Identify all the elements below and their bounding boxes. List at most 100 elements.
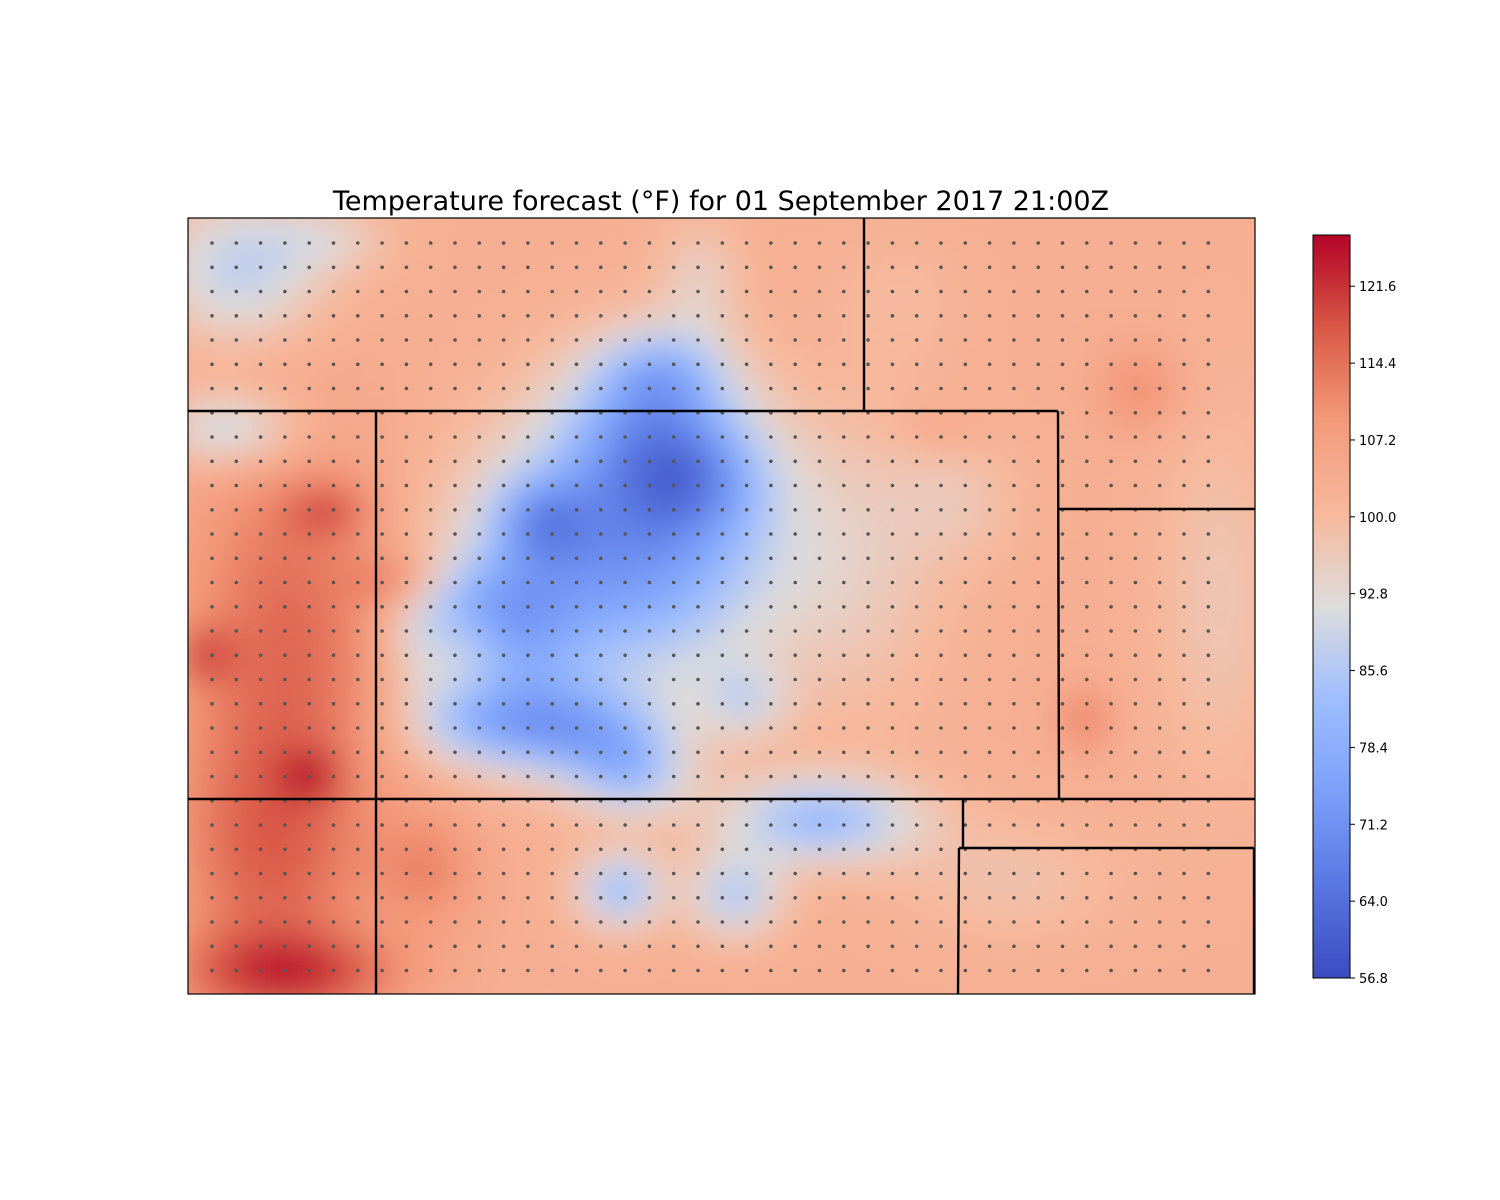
station-dot xyxy=(210,654,214,658)
station-dot xyxy=(1182,411,1186,415)
temperature-cell xyxy=(1244,378,1261,395)
station-dot xyxy=(210,241,214,245)
temperature-cell xyxy=(412,554,429,571)
temperature-cell xyxy=(508,586,525,603)
station-dot xyxy=(939,726,943,730)
station-dot xyxy=(380,460,384,464)
temperature-cell xyxy=(412,362,429,379)
temperature-cell xyxy=(604,666,621,683)
temperature-cell xyxy=(1132,874,1149,891)
temperature-cell xyxy=(364,490,381,507)
temperature-cell xyxy=(220,874,237,891)
temperature-cell xyxy=(652,442,669,459)
station-dot xyxy=(1036,581,1040,585)
station-dot xyxy=(332,678,336,682)
temperature-cell xyxy=(876,410,893,427)
temperature-cell xyxy=(956,698,973,715)
temperature-cell xyxy=(1020,746,1037,763)
temperature-cell xyxy=(1196,906,1213,923)
station-dot xyxy=(235,969,239,973)
temperature-cell xyxy=(268,346,285,363)
temperature-cell xyxy=(380,346,397,363)
station-dot xyxy=(259,896,263,900)
station-dot xyxy=(307,266,311,270)
temperature-cell xyxy=(828,586,845,603)
temperature-cell xyxy=(1116,378,1133,395)
temperature-cell xyxy=(844,554,861,571)
temperature-cell xyxy=(1068,218,1085,235)
temperature-cell xyxy=(1196,458,1213,475)
station-dot xyxy=(745,702,749,706)
temperature-cell xyxy=(588,666,605,683)
temperature-cell xyxy=(428,1002,445,1019)
temperature-cell xyxy=(492,298,509,315)
temperature-cell xyxy=(636,922,653,939)
temperature-cell xyxy=(524,586,541,603)
temperature-cell xyxy=(620,794,637,811)
station-dot xyxy=(1061,678,1065,682)
station-dot xyxy=(623,435,627,439)
station-dot xyxy=(478,557,482,561)
temperature-cell xyxy=(1116,730,1133,747)
temperature-cell xyxy=(508,634,525,651)
temperature-cell xyxy=(508,794,525,811)
station-dot xyxy=(672,557,676,561)
temperature-cell xyxy=(908,922,925,939)
temperature-cell xyxy=(764,218,781,235)
temperature-cell xyxy=(812,730,829,747)
temperature-cell xyxy=(1020,874,1037,891)
temperature-cell xyxy=(284,282,301,299)
temperature-cell xyxy=(332,698,349,715)
temperature-cell xyxy=(1100,602,1117,619)
station-dot xyxy=(235,702,239,706)
temperature-cell xyxy=(700,730,717,747)
temperature-cell xyxy=(572,650,589,667)
station-dot xyxy=(429,557,433,561)
temperature-cell xyxy=(1196,730,1213,747)
temperature-cell xyxy=(684,778,701,795)
temperature-cell xyxy=(572,378,589,395)
temperature-cell xyxy=(652,554,669,571)
station-dot xyxy=(1061,920,1065,924)
temperature-cell xyxy=(620,474,637,491)
station-dot xyxy=(721,241,725,245)
station-dot xyxy=(550,605,554,609)
temperature-cell xyxy=(316,938,333,955)
temperature-cell xyxy=(252,218,269,235)
temperature-cell xyxy=(172,714,189,731)
station-dot xyxy=(1012,484,1016,488)
temperature-cell xyxy=(1180,618,1197,635)
temperature-cell xyxy=(924,842,941,859)
temperature-cell xyxy=(1180,634,1197,651)
temperature-cell xyxy=(236,826,253,843)
temperature-cell xyxy=(876,650,893,667)
station-dot xyxy=(866,532,870,536)
station-dot xyxy=(623,290,627,294)
station-dot xyxy=(1207,872,1211,876)
temperature-cell xyxy=(1164,890,1181,907)
temperature-cell xyxy=(604,922,621,939)
temperature-cell xyxy=(1068,938,1085,955)
station-dot xyxy=(283,823,287,827)
temperature-cell xyxy=(668,650,685,667)
temperature-cell xyxy=(188,266,205,283)
temperature-cell xyxy=(476,218,493,235)
station-dot xyxy=(526,557,530,561)
station-dot xyxy=(1012,629,1016,633)
station-dot xyxy=(478,266,482,270)
temperature-cell xyxy=(556,682,573,699)
temperature-cell xyxy=(364,922,381,939)
temperature-cell xyxy=(892,218,909,235)
station-dot xyxy=(769,508,773,512)
temperature-cell xyxy=(700,554,717,571)
temperature-cell xyxy=(316,874,333,891)
station-dot xyxy=(429,532,433,536)
temperature-cell xyxy=(684,538,701,555)
station-dot xyxy=(745,969,749,973)
temperature-cell xyxy=(428,746,445,763)
temperature-cell xyxy=(284,970,301,987)
temperature-cell xyxy=(812,378,829,395)
temperature-cell xyxy=(620,346,637,363)
temperature-cell xyxy=(636,650,653,667)
temperature-cell xyxy=(412,858,429,875)
